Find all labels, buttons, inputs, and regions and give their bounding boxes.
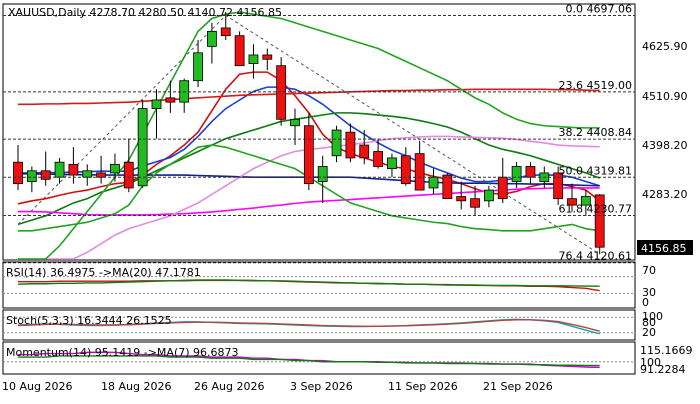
candle-body <box>276 65 287 120</box>
fib-level-label: 23.6 4519.00 <box>559 79 632 92</box>
stoch-tick-20: 20 <box>642 326 656 339</box>
candle-body <box>193 52 203 82</box>
candle-body <box>248 54 259 64</box>
fib-level-label: 0.0 4697.06 <box>566 2 632 15</box>
date-label: 18 Aug 2026 <box>101 380 171 393</box>
candle-body <box>82 170 93 178</box>
candle-body <box>497 176 508 200</box>
candle-body <box>290 118 300 127</box>
rsi-label: RSI(14) 36.4975 ->MA(20) 47.1781 <box>6 266 201 279</box>
candle-body <box>594 194 605 248</box>
chart-header: XAUUSD,Daily 4278.70 4280.50 4140.72 415… <box>8 6 282 19</box>
date-label: 26 Aug 2026 <box>194 380 264 393</box>
candle-body <box>456 196 467 202</box>
candle-body <box>262 54 273 60</box>
moving-average-line <box>18 88 600 106</box>
momentum-panel[interactable]: Momentum(14) 95.1419 ->MA(7) 96.6873 115… <box>2 341 693 376</box>
last-price-label: 4156.85 <box>641 242 687 255</box>
candle-body <box>470 198 480 208</box>
mom-tick-top: 115.1669 <box>640 344 693 357</box>
candle-body <box>13 161 23 185</box>
mom-panel-frame <box>2 341 636 375</box>
rsi-panel[interactable]: RSI(14) 36.4975 ->MA(20) 47.1781 70 30 0 <box>2 261 656 309</box>
candle-body <box>96 172 106 178</box>
date-label: 10 Aug 2026 <box>2 380 72 393</box>
candle-body <box>234 35 245 67</box>
candle-body <box>165 97 176 103</box>
date-label: 21 Sep 2026 <box>483 380 553 393</box>
candle-body <box>553 172 564 200</box>
stoch-label: Stoch(5,3,3) 16.3444 26.1525 <box>6 314 172 327</box>
candle-body <box>345 131 356 159</box>
candle-body <box>428 176 439 189</box>
main-panel-frame <box>2 3 636 261</box>
candle-body <box>442 174 453 200</box>
indicator-series-line <box>17 319 600 332</box>
rsi-tick-70: 70 <box>642 264 656 277</box>
candle-body <box>110 163 120 174</box>
last-price-box <box>637 240 693 255</box>
candle-body <box>373 151 384 167</box>
date-axis: 10 Aug 2026 18 Aug 2026 26 Aug 2026 3 Se… <box>2 380 553 393</box>
candle-body <box>387 157 397 170</box>
stochastic-panel[interactable]: Stoch(5,3,3) 16.3444 26.1525 100 80 20 <box>2 309 663 341</box>
fib-level-label: 50.0 4319.81 <box>559 164 632 177</box>
fib-level-label: 76.4 4120.61 <box>559 250 632 263</box>
price-tick-3: 4283.20 <box>642 188 688 201</box>
candle-body <box>151 99 162 109</box>
rsi-tick-30: 30 <box>642 286 656 299</box>
candle-body <box>359 144 370 159</box>
price-tick-1: 4510.90 <box>642 90 688 103</box>
fib-level-label: 61.8 4230.77 <box>559 202 632 215</box>
rsi-tick-0: 0 <box>642 296 649 309</box>
indicator-series-line <box>18 355 600 367</box>
candle-body <box>206 30 217 47</box>
date-label: 3 Sep 2026 <box>290 380 353 393</box>
candle-body <box>40 170 51 180</box>
main-price-panel[interactable]: 0.0 4697.06 23.6 4519.00 38.2 4408.84 50.0 … <box>2 2 693 264</box>
candle-body <box>68 163 79 176</box>
candle-body <box>220 27 231 37</box>
candle-body <box>580 196 591 206</box>
mom-label: Momentum(14) 95.1419 ->MA(7) 96.6873 <box>6 346 239 359</box>
fib-level-label: 38.2 4408.84 <box>559 126 632 139</box>
candle-body <box>26 170 37 182</box>
candle-body <box>483 189 494 202</box>
candle-body <box>54 161 65 178</box>
stoch-panel-frame <box>2 309 636 341</box>
candle-body <box>511 166 522 182</box>
price-tick-0: 4625.90 <box>642 40 688 53</box>
candle-body <box>414 153 425 191</box>
stoch-tick-100: 100 <box>642 310 663 323</box>
candle-body <box>137 108 148 187</box>
candle-body <box>331 129 342 157</box>
candle-body <box>303 125 314 185</box>
stoch-tick-80: 80 <box>642 316 656 329</box>
candle-body <box>567 198 577 206</box>
indicator-series-line <box>17 279 600 287</box>
candle-body <box>317 166 328 182</box>
date-label: 11 Sep 2026 <box>388 380 458 393</box>
candle-body <box>400 155 411 185</box>
mom-tick-100: 100 <box>640 356 661 369</box>
mom-tick-bottom: 91.2284 <box>640 363 686 376</box>
price-tick-2: 4398.20 <box>642 139 688 152</box>
candle-body <box>123 161 134 189</box>
rsi-panel-frame <box>2 261 636 309</box>
candle-body <box>525 166 536 178</box>
